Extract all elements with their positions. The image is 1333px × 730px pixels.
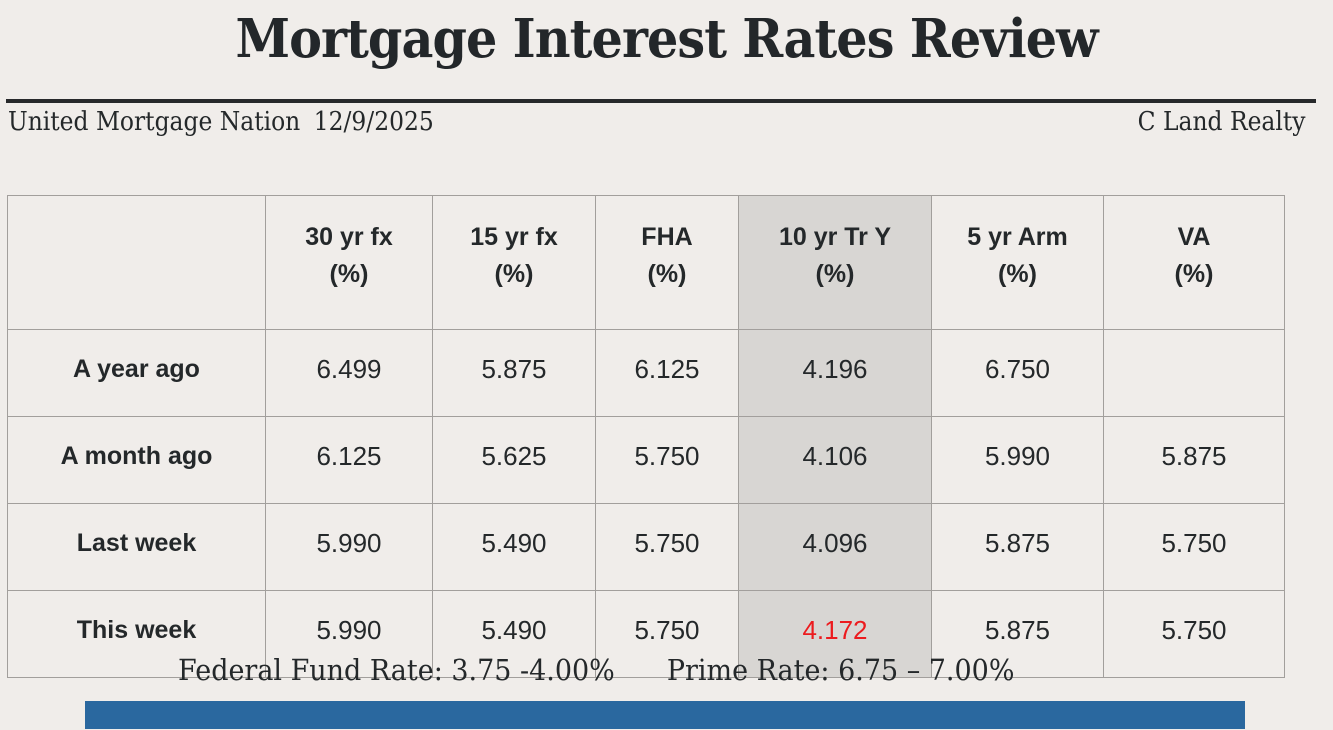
- rates-table: 30 yr fx (%) 15 yr fx (%) FHA (%) 10 yr …: [7, 195, 1285, 678]
- masthead-left: United Mortgage Nation 12/9/2025: [8, 107, 434, 137]
- rate-cell-empty: [1103, 329, 1285, 417]
- rate-cell: 6.125: [265, 416, 433, 504]
- col-header-10yr-treasury: 10 yr Tr Y (%): [738, 195, 932, 330]
- title-divider-rule: [6, 99, 1316, 103]
- rate-cell: 5.750: [595, 416, 739, 504]
- table-row-a-month-ago: A month ago 6.125 5.625 5.750 4.106 5.99…: [7, 416, 1285, 504]
- masthead: United Mortgage Nation 12/9/2025 C Land R…: [8, 107, 1305, 137]
- rate-cell-treasury-alert: 4.172: [738, 590, 932, 678]
- rate-cell-treasury: 4.196: [738, 329, 932, 417]
- table-row-last-week: Last week 5.990 5.490 5.750 4.096 5.875 …: [7, 503, 1285, 591]
- realty-name: C Land Realty: [1137, 107, 1305, 137]
- col-header-30yr-fx: 30 yr fx (%): [265, 195, 433, 330]
- federal-fund-rate-value: 3.75 -4.00%: [451, 653, 615, 687]
- bottom-accent-bar: [85, 701, 1245, 729]
- table-row-this-week: This week 5.990 5.490 5.750 4.172 5.875 …: [7, 590, 1285, 678]
- page-title-text: Mortgage Interest Rates Review: [235, 8, 1098, 70]
- rate-cell-treasury: 4.106: [738, 416, 932, 504]
- corner-cell: [7, 195, 266, 330]
- rate-cell-treasury: 4.096: [738, 503, 932, 591]
- col-header-15yr-fx: 15 yr fx (%): [432, 195, 596, 330]
- row-label: A month ago: [7, 416, 266, 504]
- rate-cell: 6.125: [595, 329, 739, 417]
- row-label: This week: [7, 590, 266, 678]
- rate-cell: 5.750: [595, 590, 739, 678]
- publisher-name: United Mortgage Nation: [8, 107, 301, 137]
- rate-cell: 5.750: [595, 503, 739, 591]
- rate-cell: 6.750: [931, 329, 1104, 417]
- rate-cell: 5.990: [265, 503, 433, 591]
- row-label: A year ago: [7, 329, 266, 417]
- rate-cell: 5.990: [931, 416, 1104, 504]
- col-header-5yr-arm: 5 yr Arm (%): [931, 195, 1104, 330]
- col-header-fha: FHA (%): [595, 195, 739, 330]
- rate-cell: 5.750: [1103, 503, 1285, 591]
- table-row-a-year-ago: A year ago 6.499 5.875 6.125 4.196 6.750: [7, 329, 1285, 417]
- prime-rate: Prime Rate: 6.75 – 7.00%: [667, 653, 1015, 687]
- rate-cell: 5.875: [432, 329, 596, 417]
- row-label: Last week: [7, 503, 266, 591]
- rate-cell: 5.490: [432, 590, 596, 678]
- rate-cell: 5.625: [432, 416, 596, 504]
- rate-cell: 5.875: [1103, 416, 1285, 504]
- rate-cell: 5.750: [1103, 590, 1285, 678]
- header-row: 30 yr fx (%) 15 yr fx (%) FHA (%) 10 yr …: [7, 195, 1285, 330]
- rate-cell: 5.875: [931, 590, 1104, 678]
- rates-footnote: Federal Fund Rate: 3.75 -4.00% Prime Rat…: [178, 653, 1014, 687]
- rate-cell: 6.499: [265, 329, 433, 417]
- rate-cell: 5.490: [432, 503, 596, 591]
- page-title: Mortgage Interest Rates Review: [0, 8, 1333, 70]
- prime-rate-value: 6.75 – 7.00%: [838, 653, 1015, 687]
- issue-date: 12/9/2025: [313, 107, 434, 137]
- rate-cell: 5.875: [931, 503, 1104, 591]
- prime-rate-label: Prime Rate:: [666, 653, 830, 687]
- federal-fund-rate: Federal Fund Rate: 3.75 -4.00%: [178, 653, 615, 687]
- federal-fund-rate-label: Federal Fund Rate:: [178, 653, 443, 687]
- col-header-va: VA (%): [1103, 195, 1285, 330]
